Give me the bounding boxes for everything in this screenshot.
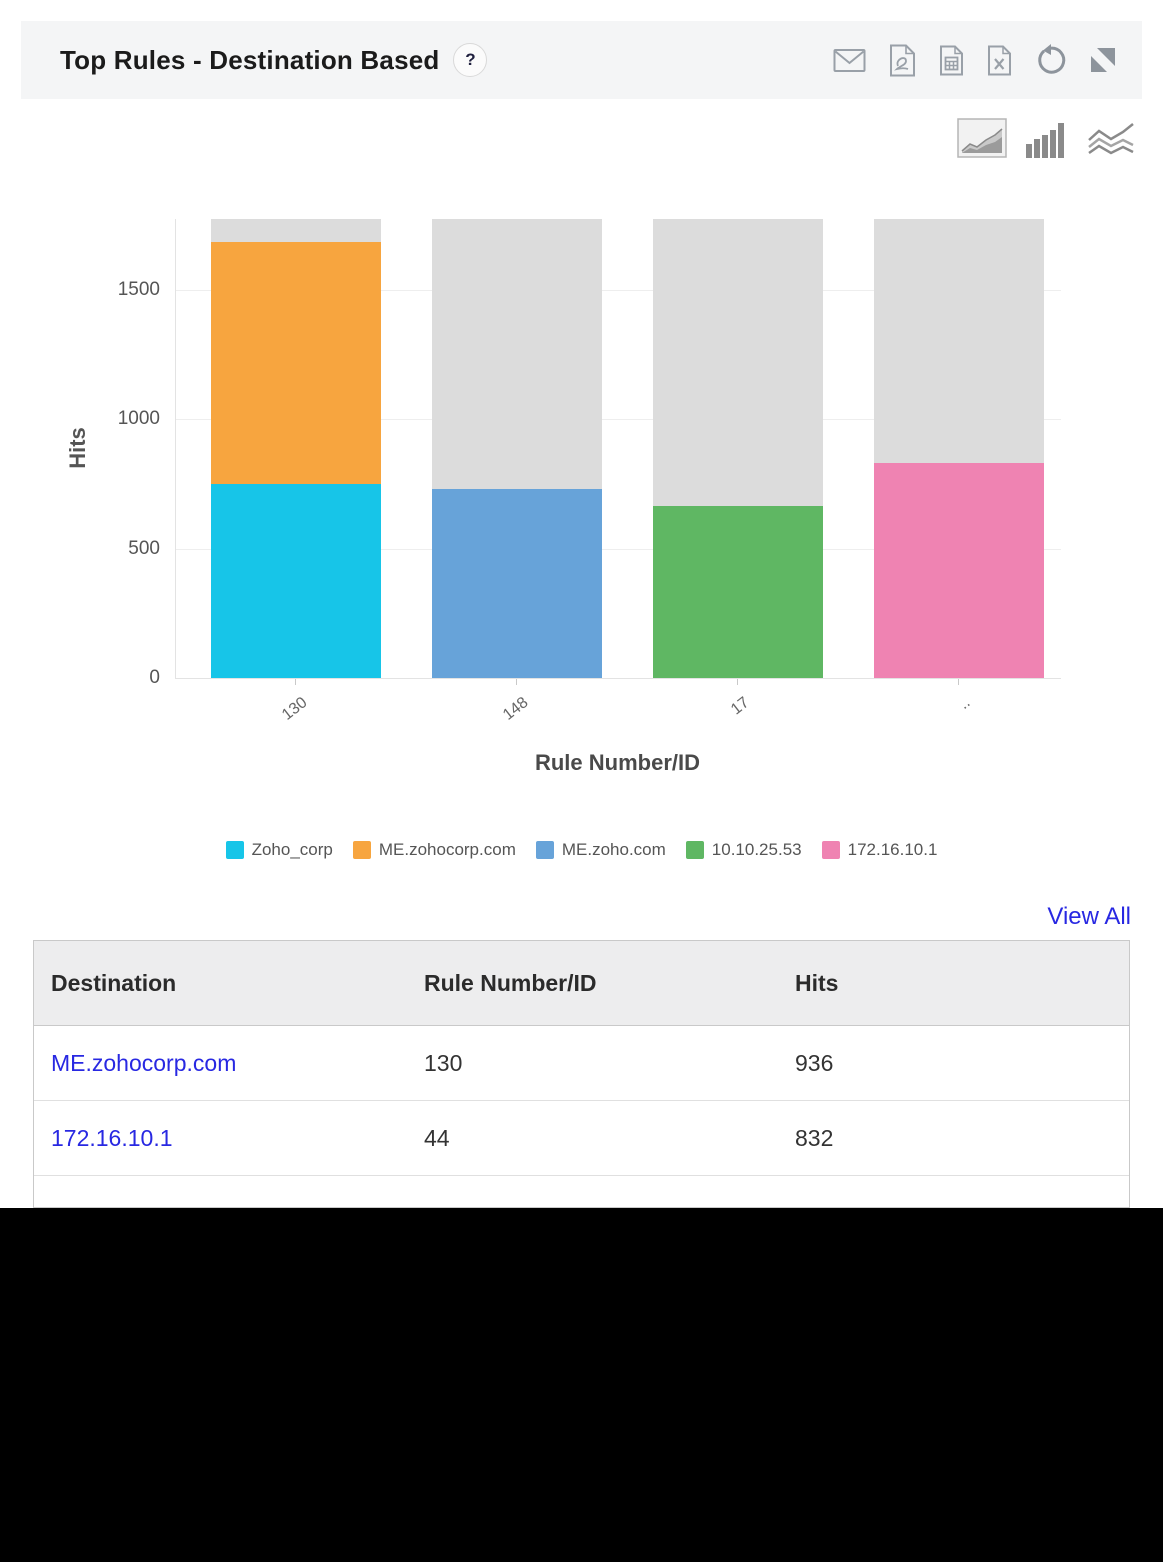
x-axis: 130 148 17..: [175, 678, 1060, 748]
gridline: [176, 290, 1061, 292]
widget-header: Top Rules - Destination Based ?: [21, 21, 1142, 99]
gridline: [176, 548, 1061, 550]
x-category-label: 148: [499, 694, 532, 724]
y-axis-tick-labels: 0 500 1000 1500: [0, 219, 160, 688]
widget-title: Top Rules - Destination Based: [60, 44, 440, 75]
legend-label: ME.zohocorp.com: [378, 840, 516, 859]
y-tick-label: 1500: [117, 279, 160, 301]
x-tick: [515, 679, 517, 685]
legend-item-ME.zohocorp.com[interactable]: ME.zohocorp.com: [352, 840, 516, 860]
y-tick-label: 0: [149, 667, 160, 688]
rules-table: Destination Rule Number/ID Hits ME.zohoc…: [33, 940, 1130, 1208]
x-tick: [737, 679, 739, 685]
legend-swatch: [685, 841, 704, 859]
bar-130: [210, 219, 381, 678]
bar-17: [653, 219, 824, 678]
csv-icon[interactable]: [939, 45, 964, 76]
legend-label: Zoho_corp: [251, 840, 333, 859]
x-tick: [958, 679, 960, 685]
email-icon[interactable]: [833, 48, 866, 73]
black-cutoff-region: [0, 1208, 1163, 1562]
legend-item-10.10.25.53[interactable]: 10.10.25.53: [685, 840, 802, 860]
widget-toolbar: [833, 44, 1116, 77]
column-header-destination: Destination: [51, 969, 177, 996]
y-tick-label: 500: [128, 537, 160, 559]
bar-chart-icon[interactable]: [1024, 122, 1070, 158]
column-header-rule-number: Rule Number/ID: [424, 969, 597, 996]
x-axis-title: Rule Number/ID: [534, 750, 701, 775]
x-tick: [294, 679, 296, 685]
legend-item-ME.zoho.com[interactable]: ME.zoho.com: [535, 840, 666, 860]
legend-swatch: [225, 841, 244, 859]
chart-plot-area: [175, 219, 1061, 679]
table-row-partial: [34, 1176, 1129, 1207]
legend-label: 172.16.10.1: [847, 840, 938, 859]
hits-cell: 832: [795, 1124, 834, 1151]
destination-link[interactable]: 172.16.10.1: [51, 1124, 173, 1151]
rule-number-cell: 44: [424, 1124, 450, 1151]
bar-segment-172.16.10.1[interactable]: [874, 462, 1045, 678]
bar-segment-Zoho_corp[interactable]: [210, 484, 381, 678]
bar-segment-ME.zoho.com[interactable]: [431, 489, 602, 678]
resize-icon[interactable]: [1090, 47, 1116, 73]
table-row: 172.16.10.1 44 832: [34, 1101, 1129, 1176]
legend-swatch: [352, 841, 371, 859]
bar-148: [431, 219, 602, 678]
bar-..: [874, 219, 1045, 678]
legend-label: 10.10.25.53: [711, 840, 802, 859]
help-icon[interactable]: ?: [453, 43, 488, 77]
area-chart-icon[interactable]: [957, 118, 1007, 158]
line-chart-icon[interactable]: [1087, 122, 1135, 158]
gridline: [176, 419, 1061, 421]
column-header-hits: Hits: [795, 969, 839, 996]
view-all-link[interactable]: View All: [1047, 903, 1131, 930]
chart-type-switcher: [957, 118, 1135, 158]
table-header-row: Destination Rule Number/ID Hits: [34, 941, 1129, 1026]
chart-legend: Zoho_corp ME.zohocorp.com ME.zoho.com 10.10…: [0, 840, 1163, 860]
legend-swatch: [535, 841, 554, 859]
rule-number-cell: 130: [424, 1049, 463, 1076]
bar-segment-ME.zohocorp.com[interactable]: [210, 242, 381, 485]
hits-cell: 936: [795, 1049, 834, 1076]
legend-label: ME.zoho.com: [561, 840, 666, 859]
legend-swatch: [821, 841, 840, 859]
table-row: ME.zohocorp.com 130 936: [34, 1026, 1129, 1101]
y-tick-label: 1000: [117, 408, 160, 430]
destination-link[interactable]: ME.zohocorp.com: [51, 1049, 237, 1076]
x-category-label: ..: [956, 694, 974, 713]
pdf-icon[interactable]: [889, 44, 916, 77]
x-category-label: 130: [278, 694, 311, 724]
legend-item-172.16.10.1[interactable]: 172.16.10.1: [821, 840, 938, 860]
legend-item-Zoho_corp[interactable]: Zoho_corp: [225, 840, 333, 860]
refresh-icon[interactable]: [1035, 44, 1067, 76]
bar-segment-10.10.25.53[interactable]: [653, 506, 824, 678]
x-category-label: 17: [728, 694, 753, 719]
excel-icon[interactable]: [987, 45, 1012, 76]
